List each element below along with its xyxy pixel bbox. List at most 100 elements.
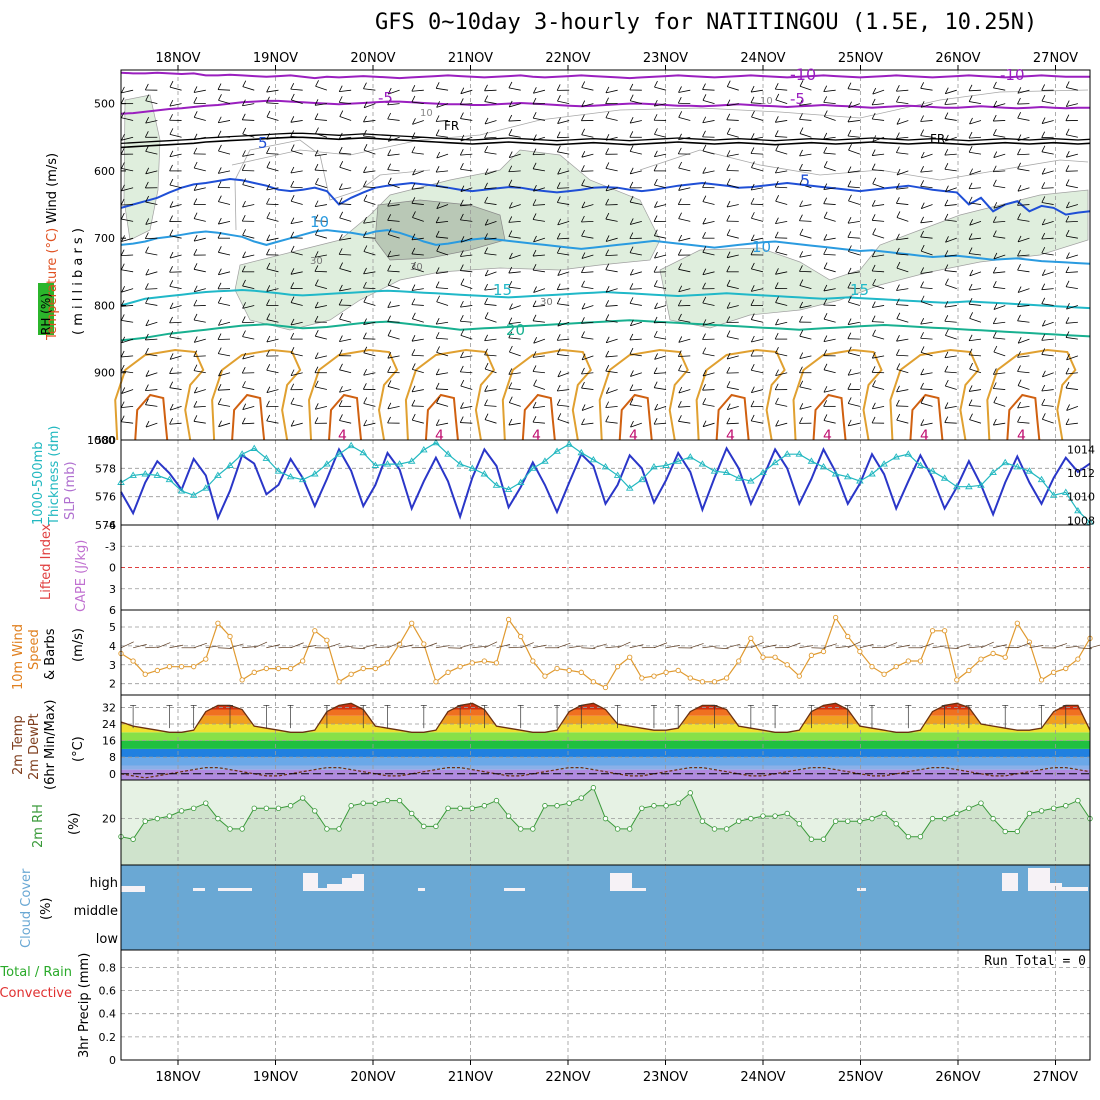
wind-barb	[1065, 220, 1078, 223]
wind-barb-flag	[169, 99, 174, 107]
wind-barb	[339, 318, 352, 323]
wind-barb-flag	[605, 415, 610, 422]
wind-barb-flag	[169, 215, 173, 222]
wind-barb-flag	[581, 81, 586, 88]
wind-barb	[484, 151, 497, 155]
rh-marker	[1075, 797, 1081, 804]
wind-barb-flag	[411, 95, 416, 103]
contour-label: 30	[410, 262, 423, 273]
wind-barb-flag	[629, 297, 634, 304]
wind-barb	[896, 253, 909, 256]
thickness-marker	[541, 457, 549, 464]
wind-barb-flag	[290, 369, 295, 376]
wind-barb	[339, 237, 352, 241]
thickness-marker	[201, 484, 210, 491]
wind-barb	[363, 170, 376, 173]
wind-barb	[193, 355, 206, 357]
wind-barb	[581, 254, 594, 259]
wind-barb-flag	[847, 82, 852, 89]
wind-barb-flag	[533, 185, 537, 192]
wind-barb	[799, 234, 812, 239]
date-label-top: 18NOV	[155, 51, 200, 66]
wind-barb-flag	[1041, 218, 1046, 226]
wind-barb	[1066, 305, 1079, 310]
wind-speed-marker	[251, 669, 257, 675]
wind-barb-flag	[121, 336, 126, 343]
y-axis-label: 2m DewPt	[27, 713, 42, 780]
wind-barb	[339, 217, 352, 222]
wind-barb	[605, 168, 618, 172]
wind-barb-flag	[993, 202, 998, 209]
wind-barb	[1041, 338, 1054, 341]
wind-barb-flag	[411, 413, 416, 421]
wind-barb-flag	[387, 228, 392, 235]
thickness-marker	[383, 460, 392, 467]
wind-barb	[1041, 100, 1054, 105]
y-axis-label: Cloud Cover	[19, 868, 34, 948]
cloud-gap	[418, 888, 425, 891]
wind-barb-flag	[484, 413, 489, 420]
wind-barb-flag	[1041, 334, 1046, 341]
wind-barb-flag	[896, 118, 901, 125]
wind-barb	[847, 220, 860, 224]
wind-barb	[702, 389, 715, 391]
wind-speed-marker	[845, 633, 851, 640]
wind-barb-flag	[920, 346, 925, 353]
wind-barb	[968, 187, 982, 190]
wind-barb	[533, 219, 546, 222]
wind-barb-flag	[459, 250, 464, 257]
wind-barb	[969, 120, 982, 125]
wind-barb-flag	[726, 99, 731, 106]
wind-barb-flag	[968, 283, 973, 291]
wind-barb	[605, 421, 618, 424]
wind-barb-flag	[557, 370, 562, 378]
wind-barb	[533, 168, 546, 172]
wind-barb-flag	[508, 418, 513, 426]
wind-barb	[169, 285, 182, 290]
wind-barb-10m	[944, 647, 959, 649]
wind-barb	[847, 186, 860, 189]
wind-barb-flag	[217, 167, 222, 174]
wind-barb-10m	[423, 642, 438, 649]
wind-barb	[847, 287, 860, 290]
wind-barb	[727, 355, 739, 360]
wind-barb-flag	[629, 131, 634, 138]
contour-label: 30	[540, 297, 553, 308]
wind-barb	[532, 153, 545, 156]
wind-barb-flag	[629, 218, 634, 225]
wind-barb-flag	[290, 397, 295, 405]
wind-barb	[993, 351, 1006, 357]
wind-barb	[605, 136, 618, 141]
wind-barb	[944, 320, 957, 323]
wind-barb-flag	[314, 279, 319, 286]
wind-barb-flag	[363, 144, 368, 151]
wind-barb	[170, 405, 182, 411]
wind-barb	[726, 204, 739, 208]
wind-barb-flag	[459, 315, 464, 322]
wind-barb	[532, 405, 545, 409]
wind-barb-flag	[460, 163, 464, 170]
wind-barb	[533, 288, 546, 293]
wind-barb	[169, 372, 182, 374]
wind-barb-flag	[847, 115, 852, 123]
wind-barb-flag	[629, 232, 634, 239]
wind-barb-10m	[835, 645, 850, 649]
y-tick-label: 0.6	[99, 985, 117, 998]
thickness-marker	[771, 458, 779, 466]
wind-barb-flag	[121, 285, 125, 293]
y-axis-label: 2m Temp	[11, 715, 26, 775]
wind-barb	[1065, 321, 1078, 324]
cloud-level-label: low	[96, 932, 119, 947]
wind-barb	[387, 284, 400, 290]
thickness-marker	[141, 470, 150, 477]
wind-barb-flag	[435, 216, 440, 224]
wind-barb-flag	[508, 368, 513, 375]
wind-barb-flag	[120, 401, 125, 408]
wind-barb-flag	[823, 298, 828, 306]
wind-barb	[727, 133, 739, 138]
rh-marker	[1002, 828, 1008, 835]
wind-barb-flag	[121, 387, 126, 394]
wind-barb	[581, 185, 594, 189]
isotherm-line-30	[618, 393, 653, 441]
wind-barb	[460, 89, 473, 95]
